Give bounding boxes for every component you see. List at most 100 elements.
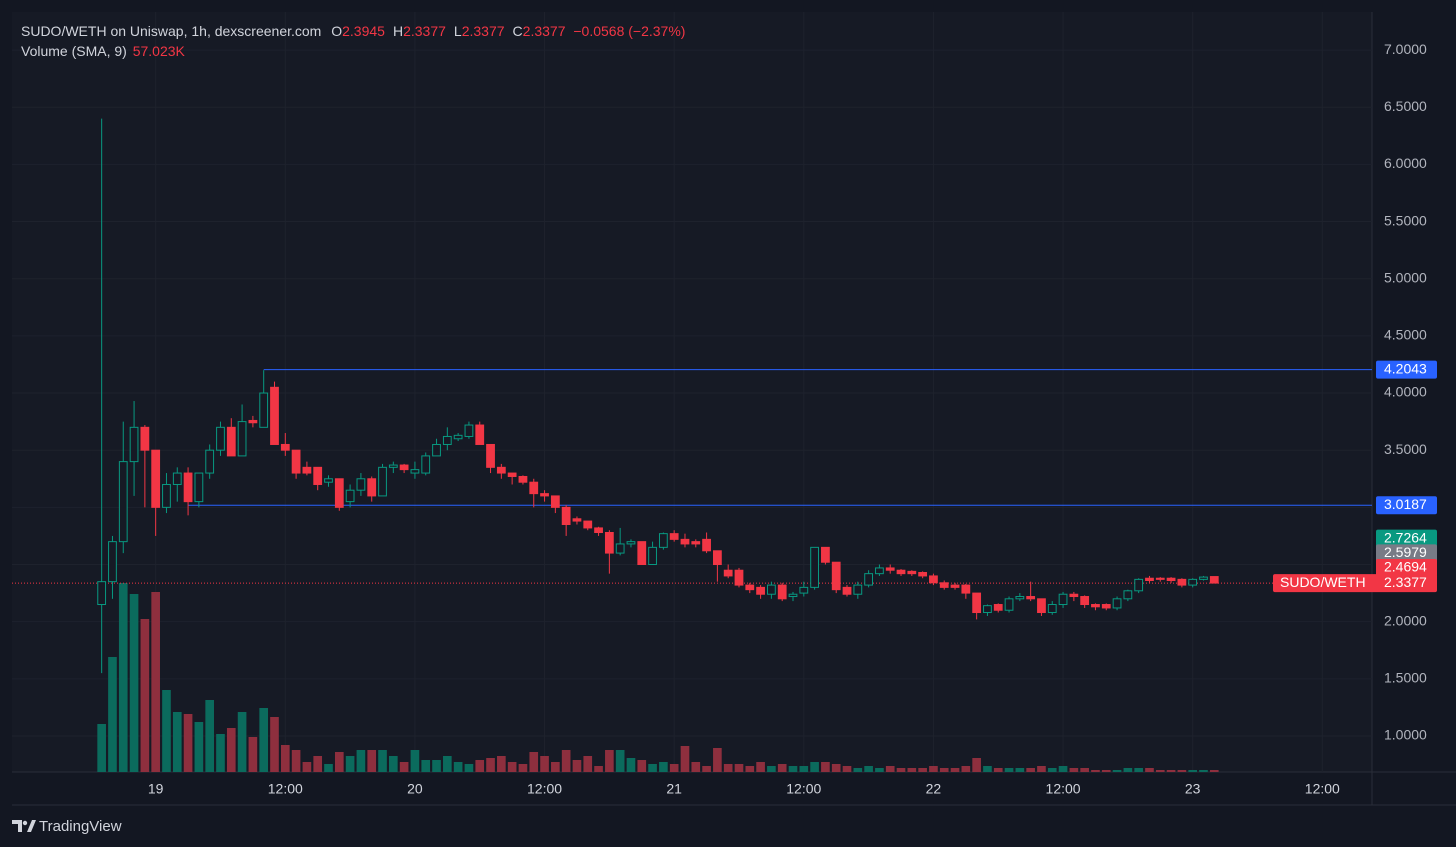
candle-body: [1015, 596, 1025, 600]
candle-body: [1188, 578, 1198, 586]
x-tick-label: 12:00: [1305, 781, 1340, 797]
volume-bar: [875, 768, 884, 772]
volume-bar: [648, 764, 657, 772]
volume-bar: [1080, 768, 1089, 772]
candle-body: [464, 424, 474, 437]
candle-body: [367, 478, 377, 497]
volume-bar: [108, 657, 117, 772]
volume-bar: [237, 712, 247, 772]
volume-bar: [378, 750, 387, 772]
x-tick-label: 12:00: [1046, 781, 1081, 797]
x-tick-label: 12:00: [786, 781, 821, 797]
candle-body: [821, 546, 830, 563]
candle-body: [496, 466, 506, 474]
header: SUDO/WETH on Uniswap, 1h, dexscreener.co…: [21, 21, 687, 61]
price-label: 2.5979: [1384, 544, 1427, 560]
price-level-label-box: [1376, 496, 1437, 515]
volume-bar: [1155, 770, 1165, 772]
header-row: SUDO/WETH on Uniswap, 1h, dexscreener.co…: [21, 21, 687, 41]
candle-body: [1004, 598, 1014, 611]
candle-body: [604, 531, 614, 554]
volume-bar: [270, 717, 279, 772]
volume-bar: [388, 756, 398, 772]
candle-body: [594, 527, 603, 533]
candle-body: [399, 464, 409, 471]
volume-bar: [345, 756, 355, 772]
candle-body: [702, 538, 711, 552]
volume-bar: [410, 750, 420, 772]
x-tick-label: 12:00: [527, 781, 562, 797]
candle-body: [734, 569, 744, 586]
volume-bar: [767, 766, 776, 772]
price-lines: [12, 369, 1372, 584]
candle-body: [885, 567, 895, 571]
candle-body: [572, 518, 582, 522]
volume-bar: [97, 724, 106, 772]
price-label-box: [1376, 559, 1437, 578]
volume-bar: [324, 764, 333, 772]
volume-bar: [896, 768, 906, 772]
volume-bar: [842, 766, 852, 772]
candle-body: [205, 449, 215, 474]
candle-body: [1199, 576, 1208, 580]
volume-bar: [280, 745, 290, 772]
legend-key: O: [331, 23, 343, 39]
candle-body: [1101, 604, 1111, 609]
volume-bar: [734, 764, 744, 772]
volume-bar: [1015, 768, 1025, 772]
candle-body: [345, 489, 355, 503]
legend-key: L: [453, 23, 462, 39]
volume-bar: [1101, 770, 1111, 772]
volume-bar: [453, 762, 463, 772]
volume-bar: [1026, 768, 1035, 772]
candle-body: [507, 472, 517, 477]
candle-body: [248, 419, 258, 424]
candle-body: [907, 570, 917, 575]
candle-body: [334, 478, 344, 508]
volume-bars: [97, 583, 1219, 772]
tradingview-logo: [12, 820, 36, 832]
candle-body: [1080, 596, 1090, 606]
candle-body: [237, 421, 247, 457]
candle-body: [97, 581, 107, 606]
volume-bar: [1047, 768, 1057, 772]
volume-bar: [572, 760, 582, 772]
volume-bar: [929, 766, 938, 772]
volume-bar: [626, 758, 636, 772]
volume-bar: [421, 760, 431, 772]
candle-body: [583, 520, 593, 529]
volume-bar: [259, 708, 269, 772]
y-tick-label: 4.5000: [1384, 327, 1427, 343]
candle-body: [550, 495, 560, 508]
volume-bar: [313, 756, 323, 772]
volume-bar: [118, 583, 128, 772]
volume-bar: [1112, 770, 1122, 772]
volume-bar: [918, 768, 927, 772]
volume-bar: [1091, 770, 1100, 772]
volume-bar: [605, 750, 614, 772]
candle-body: [561, 506, 571, 525]
footer-brand: TradingView: [39, 818, 122, 835]
volume-bar: [291, 750, 301, 772]
candle-body: [680, 538, 690, 545]
volume-bar: [162, 690, 171, 772]
price-level-label-box: [1376, 360, 1437, 379]
last-price-value: 2.3377: [1384, 574, 1427, 590]
volume-bar: [518, 764, 528, 772]
candle-body: [172, 472, 182, 485]
volume-bar: [1058, 766, 1068, 772]
grid: [12, 12, 1372, 772]
volume-bar: [810, 762, 819, 772]
volume-bar: [194, 722, 204, 772]
candle-body: [129, 426, 139, 463]
candle-body: [1058, 593, 1068, 606]
candle-body: [162, 483, 171, 508]
candle-body: [691, 541, 701, 545]
candle-body: [1091, 604, 1100, 608]
volume-bar: [486, 758, 495, 772]
volume-sma: 57.023K: [132, 43, 185, 59]
candle-body: [280, 443, 290, 451]
candle-body: [658, 533, 668, 548]
x-tick-label: 22: [926, 781, 942, 797]
volume-bar: [637, 760, 647, 772]
